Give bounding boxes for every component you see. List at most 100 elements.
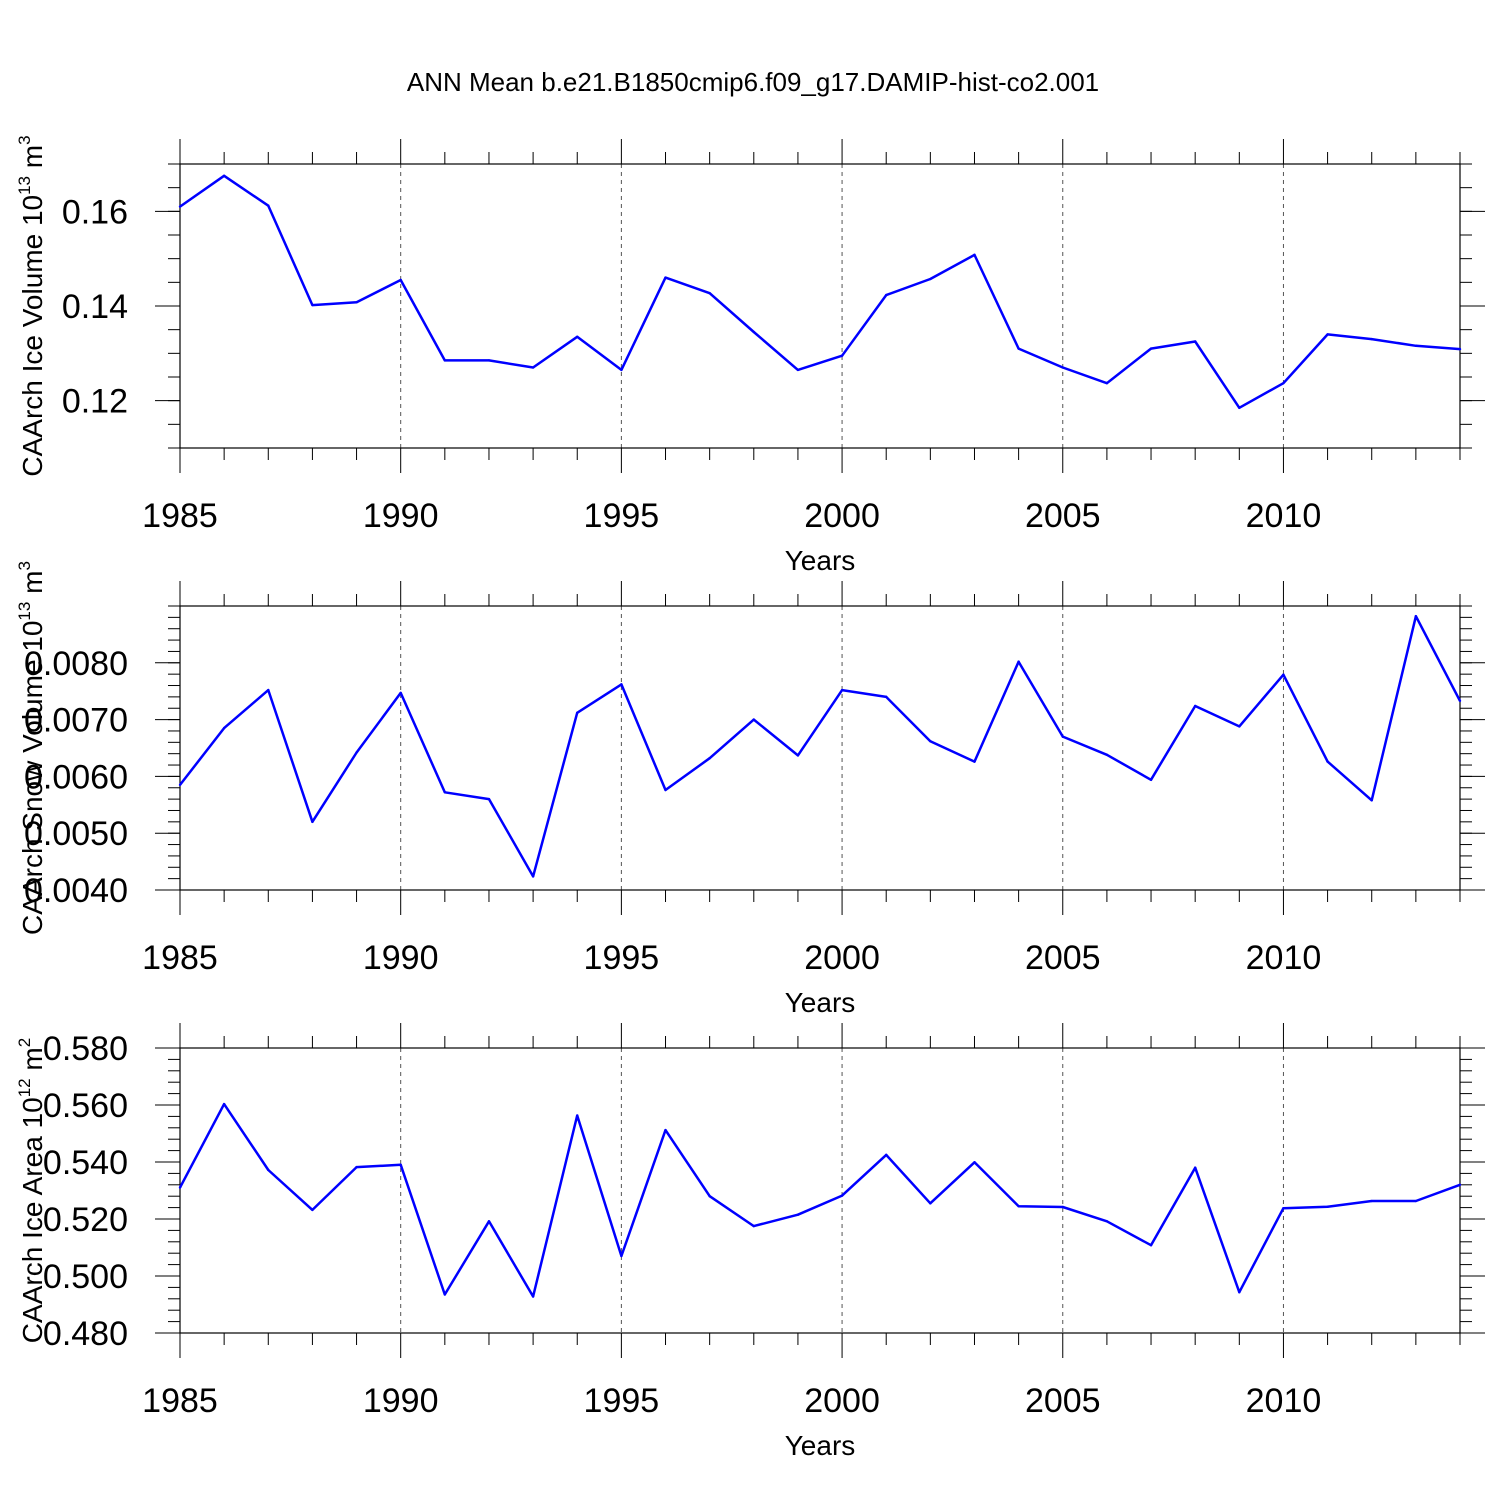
data-point (1061, 735, 1064, 738)
data-point (929, 277, 932, 281)
data-point (487, 359, 491, 362)
data-point (355, 1165, 358, 1169)
x-tick-label: 1995 (584, 1382, 660, 1420)
panel-1: 1985 1990 1995 2000 2005 2010 Years 0.12 0.14 0.1… (15, 135, 1485, 576)
data-point (576, 335, 579, 338)
data-point (1326, 760, 1329, 763)
x-tick-label: 1990 (363, 939, 439, 977)
data-point (1282, 673, 1285, 676)
data-point (1370, 1199, 1373, 1203)
chart-panels: 1985 1990 1995 2000 2005 2010 Years 0.12 0.14 0.1… (15, 135, 1485, 1461)
data-point (1414, 615, 1418, 618)
data-point (1370, 799, 1373, 802)
x-tick-label: 1995 (584, 497, 660, 535)
data-point (752, 1224, 755, 1228)
series-line (178, 1102, 1461, 1298)
data-point (399, 278, 402, 282)
data-point (267, 204, 270, 207)
data-point (1149, 778, 1153, 782)
data-point (267, 1168, 270, 1172)
x-axis-label: Years (785, 545, 856, 576)
data-point (531, 875, 535, 878)
x-tick-label: 2005 (1025, 939, 1101, 977)
data-point (1414, 344, 1418, 347)
data-point (929, 739, 932, 743)
plot-frame (179, 605, 1461, 891)
data-point (576, 711, 579, 714)
data-point (1061, 366, 1064, 369)
y-tick-label: 0.0050 (24, 815, 128, 853)
data-point (1017, 347, 1020, 350)
data-point (1282, 1206, 1285, 1210)
data-point (664, 1128, 667, 1132)
data-point (885, 293, 888, 297)
data-point (620, 683, 623, 686)
data-point (708, 292, 711, 295)
series-line (179, 174, 1461, 410)
data-point (973, 253, 976, 257)
data-point (973, 1161, 976, 1164)
data-point (840, 688, 844, 692)
data-point (1149, 347, 1153, 350)
panel-3: 1985 1990 1995 2000 2005 2010 Years 0.480 0.500 0… (15, 1023, 1485, 1461)
y-tick-label: 0.14 (62, 288, 128, 326)
data-point (708, 1195, 711, 1198)
data-point (929, 1202, 932, 1205)
data-point (1193, 704, 1197, 708)
y-tick-label: 0.580 (43, 1030, 128, 1068)
data-point (664, 276, 667, 279)
data-point (620, 368, 623, 372)
data-point (1458, 699, 1462, 703)
x-tick-label: 2000 (804, 1382, 880, 1420)
data-point (487, 797, 491, 801)
x-tick-label: 1985 (142, 497, 218, 535)
series-line (179, 614, 1462, 878)
data-point (399, 1163, 402, 1167)
x-tick-label: 2000 (804, 497, 880, 535)
data-point (1238, 1291, 1241, 1294)
data-point (796, 368, 800, 372)
data-point (840, 1194, 844, 1197)
data-point (1414, 1199, 1418, 1203)
data-point (531, 1295, 535, 1298)
data-point (443, 1293, 447, 1296)
data-point (443, 791, 447, 794)
data-point (1370, 337, 1373, 341)
x-tick-label: 2005 (1025, 1382, 1101, 1420)
data-point (1017, 1204, 1020, 1208)
data-point (796, 754, 800, 757)
data-point (531, 366, 535, 369)
x-axis-label: Years (785, 987, 856, 1018)
y-tick-label: 0.520 (43, 1201, 128, 1239)
y-axis-label: CAArch Ice Area 1012 m2 (15, 1038, 48, 1343)
chart-title: ANN Mean b.e21.B1850cmip6.f09_g17.DAMIP-… (407, 67, 1099, 97)
data-point (1061, 1205, 1064, 1209)
data-point (311, 303, 314, 307)
y-tick-label: 0.12 (62, 383, 128, 421)
data-point (178, 1186, 182, 1189)
data-point (267, 688, 270, 692)
data-point (664, 788, 667, 792)
data-point (355, 301, 358, 304)
data-point (1326, 333, 1329, 336)
y-tick-label: 0.0060 (24, 758, 128, 796)
data-point (1458, 1183, 1462, 1187)
data-point (1149, 1244, 1153, 1247)
x-tick-label: 1990 (363, 497, 439, 535)
data-point (1017, 660, 1020, 663)
data-point (355, 751, 358, 754)
data-point (1105, 1220, 1109, 1223)
data-point (178, 783, 182, 787)
y-tick-label: 0.0070 (24, 702, 128, 740)
data-point (1238, 725, 1241, 728)
x-tick-label: 2010 (1246, 497, 1322, 535)
data-point (1458, 347, 1462, 351)
y-tick-label: 0.560 (43, 1087, 128, 1125)
y-axis-label: CAArch Ice Volume 1013 m3 (15, 135, 48, 476)
data-point (1282, 381, 1285, 385)
y-tick-label: 0.16 (62, 193, 128, 231)
data-point (1193, 340, 1197, 343)
data-point (576, 1114, 579, 1117)
data-point (620, 1254, 623, 1258)
data-point (222, 1102, 226, 1106)
